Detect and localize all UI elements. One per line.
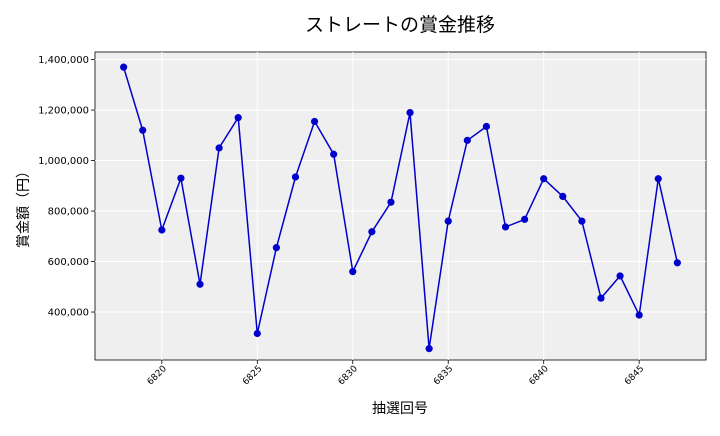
data-point <box>578 217 586 225</box>
x-tick-label: 6845 <box>623 364 646 387</box>
data-point <box>444 217 452 225</box>
y-tick-label: 400,000 <box>48 308 89 319</box>
data-point <box>406 108 414 117</box>
data-point <box>291 173 300 181</box>
x-tick-label: 6835 <box>432 364 455 387</box>
y-tick-label: 1,200,000 <box>38 106 89 117</box>
data-point <box>654 175 662 183</box>
data-point <box>177 174 185 182</box>
data-point <box>310 117 319 126</box>
data-point <box>387 198 395 206</box>
series-line <box>122 66 679 349</box>
data-point <box>120 63 128 71</box>
data-point <box>215 144 223 152</box>
data-point <box>463 136 471 144</box>
series-layer <box>120 63 681 353</box>
x-tick-label: 6840 <box>528 364 551 387</box>
x-tick-label: 6825 <box>241 364 264 387</box>
data-point <box>272 244 280 252</box>
axes: 6820 6825 6830 6835 6840 6845 400,000 600,000 80… <box>38 55 646 387</box>
data-point <box>253 329 261 338</box>
data-point <box>616 272 624 280</box>
data-point <box>501 223 510 231</box>
y-axis-label: 賞金額（円） <box>16 164 32 248</box>
y-tick-label: 800,000 <box>48 207 89 218</box>
x-tick-label: 6820 <box>146 364 169 387</box>
data-point <box>597 294 605 302</box>
data-point <box>521 215 529 223</box>
data-point <box>139 126 147 134</box>
x-axis-label: 抽選回号 <box>372 401 428 417</box>
x-tick-label: 6830 <box>337 364 360 387</box>
plot-area <box>94 51 707 361</box>
data-point <box>234 114 242 122</box>
data-point <box>559 192 567 201</box>
y-tick-label: 1,400,000 <box>38 55 89 66</box>
y-tick-label: 600,000 <box>48 257 89 268</box>
data-point <box>540 175 548 183</box>
data-point <box>673 259 681 267</box>
y-tick-label: 1,000,000 <box>38 156 89 167</box>
data-point <box>349 268 357 276</box>
data-point <box>368 228 376 236</box>
data-point <box>158 226 166 234</box>
data-point <box>330 150 338 158</box>
data-point <box>635 311 643 319</box>
chart-title: ストレートの賞金推移 <box>305 14 495 36</box>
data-point <box>425 345 433 353</box>
data-point <box>196 280 204 288</box>
data-point <box>482 122 491 131</box>
